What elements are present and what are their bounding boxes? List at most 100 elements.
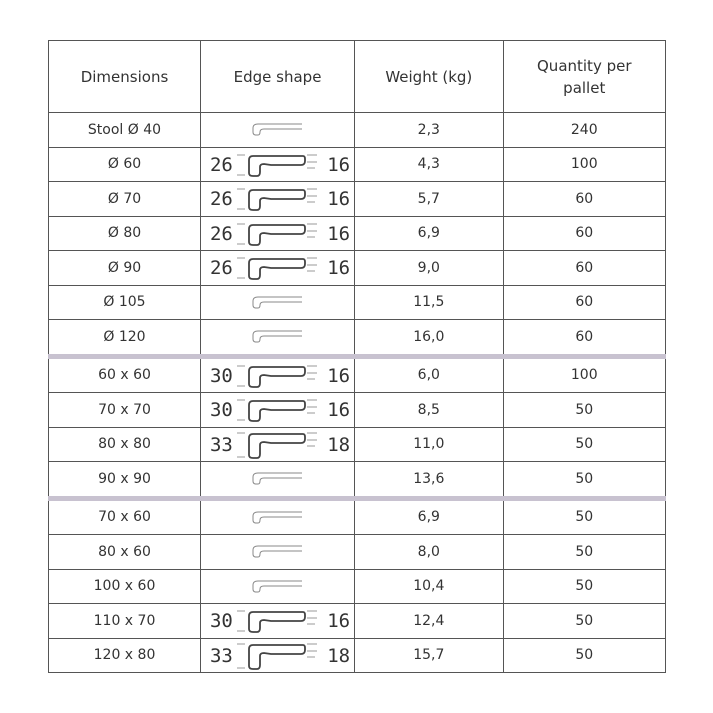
dimension-cell: 60 x 60 — [48, 353, 201, 393]
table-row: Ø 80 26 16 6,9 60 — [48, 215, 667, 251]
table-row: Ø 120 16,0 60 — [48, 319, 667, 357]
table-row: 70 x 70 30 16 8,5 50 — [48, 392, 667, 428]
edge-right-value: 16 — [327, 188, 351, 211]
quantity-cell: 50 — [502, 461, 667, 499]
weight-cell: 6,9 — [354, 215, 504, 251]
dimension-cell: 80 x 60 — [48, 534, 201, 570]
weight-cell: 8,5 — [354, 392, 504, 428]
edge-shape-cell: 26 16 — [199, 250, 356, 286]
table-row: 60 x 60 30 16 6,0 100 — [48, 353, 667, 393]
weight-cell: 8,0 — [354, 534, 504, 570]
edge-shape-cell: 30 16 — [199, 353, 356, 393]
edge-shape-cell: 26 16 — [199, 215, 356, 251]
edge-right-value: 16 — [327, 364, 351, 387]
edge-shape-cell — [199, 319, 356, 357]
weight-cell: 6,0 — [354, 353, 504, 393]
header-weight: Weight (kg) — [354, 40, 504, 113]
dimension-cell: Ø 60 — [48, 146, 201, 182]
quantity-cell: 60 — [502, 181, 667, 217]
edge-profile-icon — [201, 286, 354, 313]
weight-cell: 6,9 — [354, 495, 504, 535]
weight-cell: 15,7 — [354, 637, 504, 673]
table-row: 80 x 60 8,0 50 — [48, 534, 667, 570]
dimension-cell: 100 x 60 — [48, 568, 201, 604]
edge-profile-icon — [201, 113, 354, 140]
quantity-cell: 50 — [502, 495, 667, 535]
table-row: Ø 60 26 16 4,3 100 — [48, 146, 667, 182]
weight-cell: 5,7 — [354, 181, 504, 217]
product-table: Dimensions Edge shape Weight (kg) Quanti… — [48, 40, 667, 673]
weight-cell: 13,6 — [354, 461, 504, 499]
dimension-cell: 120 x 80 — [48, 637, 201, 673]
edge-profile-icon — [201, 393, 354, 423]
edge-shape-cell: 26 16 — [199, 146, 356, 182]
dimension-cell: 70 x 60 — [48, 495, 201, 535]
quantity-cell: 50 — [502, 534, 667, 570]
edge-profile-icon — [201, 182, 354, 212]
dimension-cell: Ø 120 — [48, 319, 201, 357]
weight-cell: 16,0 — [354, 319, 504, 357]
table-row: Ø 105 11,5 60 — [48, 284, 667, 320]
edge-left-value: 26 — [209, 188, 233, 211]
weight-cell: 11,0 — [354, 426, 504, 462]
weight-cell: 4,3 — [354, 146, 504, 182]
edge-profile-icon — [201, 501, 354, 528]
dimension-cell: 80 x 80 — [48, 426, 201, 462]
table-row: 120 x 80 33 18 15,7 50 — [48, 637, 667, 673]
edge-left-value: 33 — [209, 433, 233, 456]
table-row: 110 x 70 30 16 12,4 50 — [48, 603, 667, 639]
weight-cell: 10,4 — [354, 568, 504, 604]
edge-shape-cell — [199, 534, 356, 570]
edge-left-value: 33 — [209, 644, 233, 667]
table-row: 70 x 60 6,9 50 — [48, 495, 667, 535]
header-row: Dimensions Edge shape Weight (kg) Quanti… — [48, 40, 667, 113]
edge-shape-cell: 33 18 — [199, 426, 356, 462]
dimension-cell: 110 x 70 — [48, 603, 201, 639]
table-row: Ø 70 26 16 5,7 60 — [48, 181, 667, 217]
edge-left-value: 26 — [209, 257, 233, 280]
quantity-cell: 60 — [502, 215, 667, 251]
edge-shape-cell — [199, 112, 356, 148]
weight-cell: 9,0 — [354, 250, 504, 286]
edge-right-value: 16 — [327, 153, 351, 176]
weight-cell: 11,5 — [354, 284, 504, 320]
header-dimensions: Dimensions — [48, 40, 201, 113]
edge-shape-cell — [199, 461, 356, 499]
quantity-cell: 50 — [502, 637, 667, 673]
dimension-cell: 70 x 70 — [48, 392, 201, 428]
edge-shape-cell: 33 18 — [199, 637, 356, 673]
edge-profile-icon — [201, 148, 354, 178]
edge-shape-cell: 26 16 — [199, 181, 356, 217]
edge-profile-icon — [201, 535, 354, 562]
edge-left-value: 26 — [209, 153, 233, 176]
edge-right-value: 18 — [327, 433, 351, 456]
edge-shape-cell — [199, 284, 356, 320]
edge-left-value: 30 — [209, 610, 233, 633]
quantity-cell: 50 — [502, 603, 667, 639]
dimension-cell: Ø 70 — [48, 181, 201, 217]
edge-shape-cell — [199, 495, 356, 535]
edge-profile-icon — [201, 639, 354, 671]
edge-profile-icon — [201, 570, 354, 597]
table-row: Ø 90 26 16 9,0 60 — [48, 250, 667, 286]
table-row: Stool Ø 40 2,3 240 — [48, 112, 667, 148]
dimension-cell: Ø 80 — [48, 215, 201, 251]
table-row: 80 x 80 33 18 11,0 50 — [48, 426, 667, 462]
quantity-cell: 60 — [502, 319, 667, 357]
quantity-cell: 100 — [502, 353, 667, 393]
dimension-cell: 90 x 90 — [48, 461, 201, 499]
quantity-cell: 60 — [502, 284, 667, 320]
dimension-cell: Ø 105 — [48, 284, 201, 320]
dimension-cell: Ø 90 — [48, 250, 201, 286]
edge-profile-icon — [201, 251, 354, 281]
edge-right-value: 16 — [327, 257, 351, 280]
quantity-cell: 50 — [502, 568, 667, 604]
quantity-cell: 50 — [502, 426, 667, 462]
quantity-cell: 240 — [502, 112, 667, 148]
edge-shape-cell: 30 16 — [199, 392, 356, 428]
edge-right-value: 16 — [327, 610, 351, 633]
edge-profile-icon — [201, 428, 354, 460]
quantity-cell: 50 — [502, 392, 667, 428]
edge-left-value: 30 — [209, 364, 233, 387]
quantity-cell: 60 — [502, 250, 667, 286]
